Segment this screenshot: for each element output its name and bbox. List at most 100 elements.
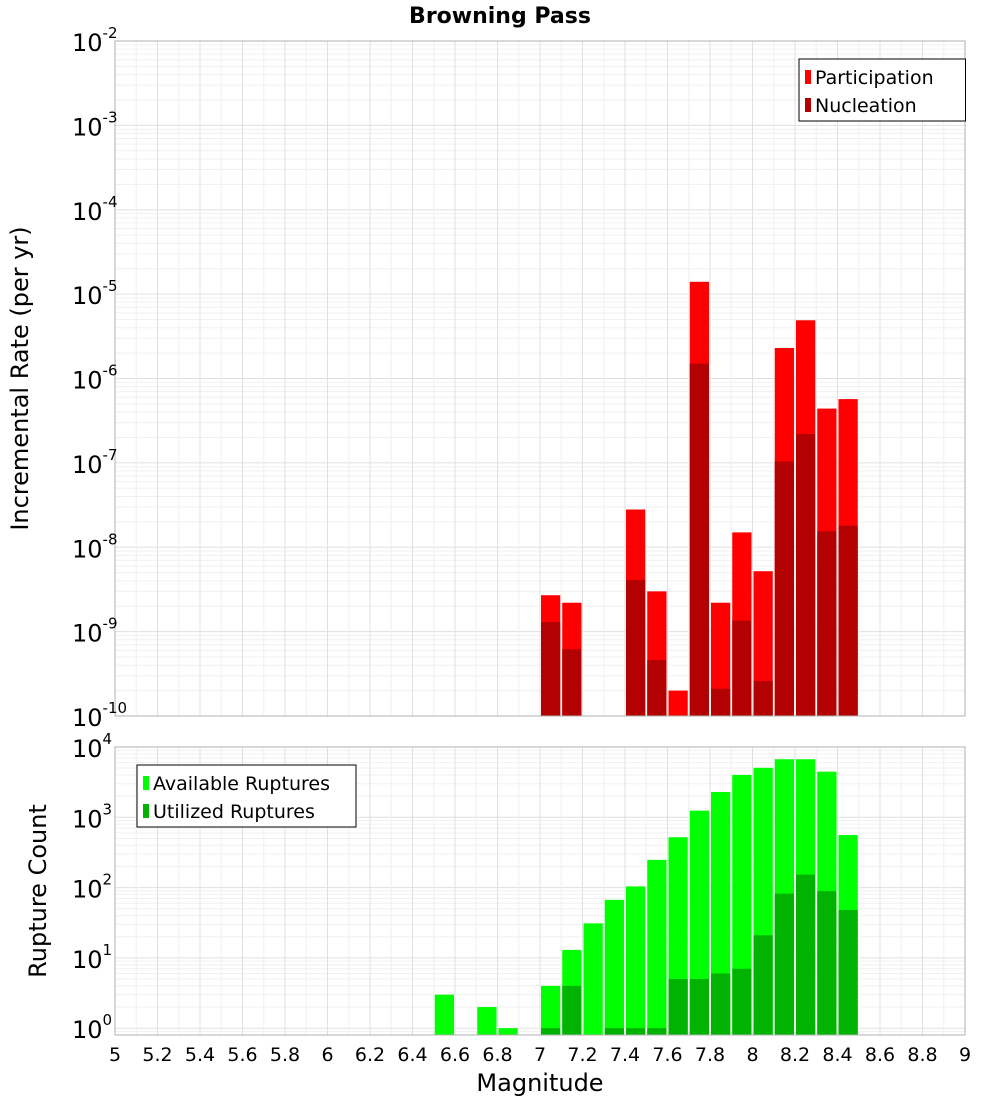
utilized-ruptures-bar (689, 979, 709, 1035)
y-tick-label: 103 (72, 800, 112, 833)
utilized-ruptures-bar (753, 935, 773, 1035)
utilized-ruptures-bar (647, 1028, 667, 1035)
y-tick-label: 10-3 (72, 108, 118, 141)
x-tick-label: 5.4 (185, 1044, 215, 1066)
x-tick-label: 8.2 (780, 1044, 810, 1066)
utilized-ruptures-bar (774, 893, 794, 1035)
nucleation-bar (753, 680, 773, 716)
chart-title: Browning Pass (409, 4, 591, 29)
legend-box (798, 58, 966, 122)
nucleation-bar (626, 579, 646, 716)
utilized-ruptures-bar (626, 1028, 646, 1035)
utilized-ruptures-bar (711, 973, 731, 1035)
y-tick-label: 10-8 (72, 530, 118, 563)
bottom-y-axis-label: Rupture Count (24, 804, 52, 978)
utilized-ruptures-bar (562, 985, 582, 1035)
top-plot-frame (114, 40, 966, 717)
available-ruptures-bar (477, 1007, 497, 1035)
legend-box (136, 764, 357, 828)
x-tick-label: 6.6 (440, 1044, 470, 1066)
x-tick-label: 8.6 (865, 1044, 895, 1066)
y-tick-label: 10-10 (72, 699, 127, 732)
participation-bar (668, 690, 688, 716)
x-ticks: 5 5.2 5.4 5.6 5.8 6 6.2 6.4 6.6 6.8 7 7.2 7.4 7.6 7.8 8… (109, 1044, 971, 1066)
x-axis-label: Magnitude (476, 1069, 603, 1097)
nucleation-bar (817, 531, 837, 716)
utilized-ruptures-bar (604, 1028, 624, 1035)
available-ruptures-bar (434, 994, 454, 1035)
x-tick-label: 8.4 (822, 1044, 852, 1066)
x-tick-label: 6.8 (482, 1044, 512, 1066)
y-tick-label: 102 (72, 871, 112, 904)
utilized-ruptures-swatch (143, 804, 149, 818)
y-tick-label: 10-5 (72, 277, 118, 310)
nucleation-bar (838, 525, 858, 716)
x-tick-label: 8.8 (907, 1044, 937, 1066)
x-tick-label: 7.6 (652, 1044, 682, 1066)
nucleation-bar (689, 363, 709, 716)
utilized-ruptures-bar (796, 874, 816, 1035)
nucleation-bar (774, 461, 794, 716)
participation-swatch (805, 70, 811, 84)
x-tick-label: 7.4 (610, 1044, 640, 1066)
x-tick-label: 6 (321, 1044, 333, 1066)
top-y-ticks: 10-10 10-9 10-8 10-7 10-6 10-5 10-4 10-3 10-2 (72, 24, 127, 732)
utilized-ruptures-bar (732, 968, 752, 1035)
nucleation-bar (711, 688, 731, 716)
legend-label: Available Ruptures (153, 773, 330, 795)
available-ruptures-bar (604, 899, 624, 1035)
nucleation-bar (732, 620, 752, 716)
utilized-ruptures-bar (541, 1028, 561, 1035)
available-ruptures-bar (541, 985, 561, 1035)
y-tick-label: 10-9 (72, 615, 118, 648)
incremental-rate-panel: 10-10 10-9 10-8 10-7 10-6 10-5 10-4 10-3 10-2 In… (6, 24, 966, 732)
legend-label: Utilized Ruptures (153, 801, 315, 823)
y-tick-label: 10-7 (72, 446, 118, 479)
top-legend: Participation Nucleation (798, 58, 966, 122)
x-tick-label: 5.8 (270, 1044, 300, 1066)
y-tick-label: 101 (72, 941, 112, 974)
participation-bar (753, 571, 773, 716)
nucleation-bar (796, 433, 816, 716)
top-y-axis-label: Incremental Rate (per yr) (6, 226, 34, 530)
rupture-count-panel: 100 101 102 103 104 5 5.2 5.4 5.6 5.8 6 6.2 6.4 6.6 6… (24, 730, 971, 1097)
utilized-ruptures-bar (817, 891, 837, 1035)
available-ruptures-bar (626, 886, 646, 1035)
y-tick-label: 100 (72, 1011, 112, 1044)
nucleation-bar (562, 649, 582, 716)
available-ruptures-bar (647, 859, 667, 1035)
top-bars (541, 281, 858, 716)
bottom-bars (434, 759, 858, 1035)
utilized-ruptures-bar (838, 910, 858, 1035)
y-tick-label: 10-4 (72, 193, 118, 226)
y-tick-label: 104 (72, 730, 112, 763)
bottom-legend: Available Ruptures Utilized Ruptures (136, 764, 357, 828)
legend-label: Participation (815, 67, 934, 89)
available-ruptures-swatch (143, 776, 149, 790)
y-tick-label: 10-6 (72, 362, 118, 395)
x-tick-label: 8 (746, 1044, 758, 1066)
x-tick-label: 7.8 (695, 1044, 725, 1066)
available-ruptures-bar (583, 923, 603, 1035)
nucleation-swatch (805, 98, 811, 112)
x-tick-label: 6.2 (355, 1044, 385, 1066)
bottom-plot-frame (114, 746, 966, 1036)
bottom-y-ticks: 100 101 102 103 104 (72, 730, 112, 1044)
x-tick-label: 5 (109, 1044, 121, 1066)
y-tick-label: 10-2 (72, 24, 118, 57)
x-tick-label: 7.2 (567, 1044, 597, 1066)
top-grid (114, 41, 966, 717)
x-tick-label: 9 (959, 1044, 971, 1066)
legend-label: Nucleation (815, 95, 917, 117)
x-tick-label: 7 (534, 1044, 546, 1066)
nucleation-bar (647, 660, 667, 716)
x-tick-label: 6.4 (397, 1044, 427, 1066)
utilized-ruptures-bar (668, 979, 688, 1035)
x-tick-label: 5.2 (142, 1044, 172, 1066)
available-ruptures-bar (498, 1028, 518, 1035)
available-ruptures-bar (689, 810, 709, 1035)
x-tick-label: 5.6 (227, 1044, 257, 1066)
participation-bar (711, 602, 731, 716)
nucleation-bar (541, 622, 561, 716)
